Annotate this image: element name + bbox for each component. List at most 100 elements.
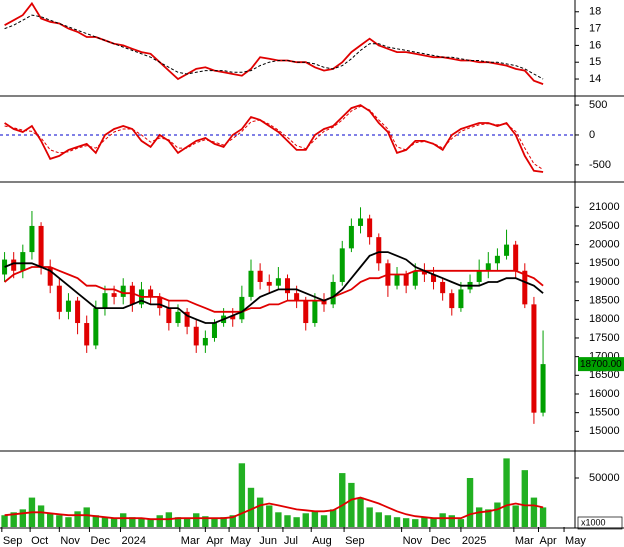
candle-body	[230, 315, 236, 320]
volume-bar	[475, 507, 483, 527]
candle-body	[65, 300, 71, 312]
volume-bar	[494, 502, 501, 527]
y-tick-label: 15	[589, 56, 601, 68]
y-tick-label: 16500	[589, 369, 620, 381]
candle-body	[193, 326, 199, 346]
candle-body	[421, 270, 427, 275]
candle-body	[29, 225, 35, 253]
candle-body	[84, 323, 90, 346]
unit-box	[577, 516, 623, 530]
candle-body	[403, 274, 409, 286]
x-tick-label: 2025	[462, 535, 486, 547]
candle-body	[239, 296, 245, 320]
volume-bar	[202, 516, 209, 527]
x-tick-label: Sep	[345, 535, 365, 547]
candle-body	[211, 323, 217, 338]
y-tick-label: 19500	[589, 257, 620, 269]
volume-bar	[56, 515, 63, 527]
candle-body	[275, 278, 281, 286]
y-tick-label: 500	[589, 99, 607, 111]
volume-bar	[512, 505, 519, 527]
candle-body	[504, 244, 510, 256]
y-tick-label: 17500	[589, 332, 620, 344]
candle-body	[348, 225, 354, 249]
panel	[4, 1, 544, 85]
candle-body	[321, 300, 327, 305]
volume-bar	[183, 518, 191, 527]
volume-bar	[339, 473, 346, 527]
x-tick-label: May	[230, 535, 251, 547]
line-series	[4, 251, 544, 324]
candle-body	[38, 225, 44, 268]
candle-body	[148, 289, 154, 297]
x-tick-label: Nov	[60, 535, 80, 547]
volume-bar	[375, 512, 382, 527]
x-tick-label: Oct	[31, 535, 48, 547]
candle-body	[458, 289, 464, 309]
candle-body	[20, 252, 26, 271]
candle-body	[294, 293, 300, 301]
y-tick-label: 15000	[589, 425, 620, 437]
volume-bar	[284, 515, 291, 527]
candle-body	[431, 274, 437, 282]
y-tick-label: 17	[589, 22, 601, 34]
volume-bar	[247, 487, 255, 527]
volume-bar	[293, 517, 300, 527]
x-tick-label: Apr	[539, 535, 556, 547]
line-series	[4, 1, 544, 85]
volume-bar	[211, 518, 218, 527]
x-tick-label: Jun	[259, 535, 277, 547]
candle-body	[75, 300, 81, 324]
candle-body	[257, 270, 263, 282]
x-tick-label: Mar	[515, 535, 534, 547]
panel	[0, 104, 575, 173]
y-tick-label: 16	[589, 39, 601, 51]
candle-body	[485, 263, 491, 271]
candle-body	[47, 267, 53, 286]
candle-body	[394, 274, 400, 286]
x-tick-label: 2024	[121, 535, 145, 547]
y-tick-label: 18500	[589, 295, 620, 307]
volume-bar	[530, 497, 538, 527]
volume-bar	[384, 515, 392, 527]
candle-body	[102, 293, 108, 309]
y-tick-label: -500	[589, 159, 611, 171]
volume-bar	[485, 509, 492, 527]
x-tick-label: Nov	[403, 535, 423, 547]
x-tick-label: Jul	[284, 535, 298, 547]
candle-body	[376, 237, 382, 264]
candle-body	[440, 281, 446, 294]
volume-bar	[47, 513, 54, 527]
x-tick-label: Aug	[312, 535, 332, 547]
volume-bar	[412, 519, 419, 527]
y-tick-label: 18000	[589, 313, 620, 325]
volume-bar	[156, 515, 163, 527]
y-tick-label: 21000	[589, 201, 620, 213]
volume-bar	[393, 517, 401, 527]
candle-body	[2, 259, 8, 275]
volume-bar	[74, 511, 81, 527]
candle-body	[11, 259, 17, 271]
volume-bar	[357, 497, 364, 527]
candle-body	[330, 281, 336, 305]
y-tick-label: 20000	[589, 239, 620, 251]
candle-body	[111, 293, 117, 297]
candle-body	[157, 296, 163, 309]
volume-bar	[521, 470, 528, 527]
volume-bar	[65, 517, 72, 527]
candle-body	[312, 300, 318, 324]
y-tick-label: 18	[589, 6, 601, 18]
volume-bar	[256, 497, 264, 527]
volume-bar	[138, 518, 145, 527]
volume-bar	[402, 518, 410, 527]
volume-bar	[10, 512, 17, 527]
panel	[1, 458, 547, 527]
volume-bar	[421, 517, 428, 527]
x-tick-label: Mar	[181, 535, 200, 547]
candle-body	[358, 218, 364, 226]
volume-bar	[1, 515, 8, 527]
candle-body	[266, 281, 272, 286]
volume-bar	[320, 515, 328, 527]
